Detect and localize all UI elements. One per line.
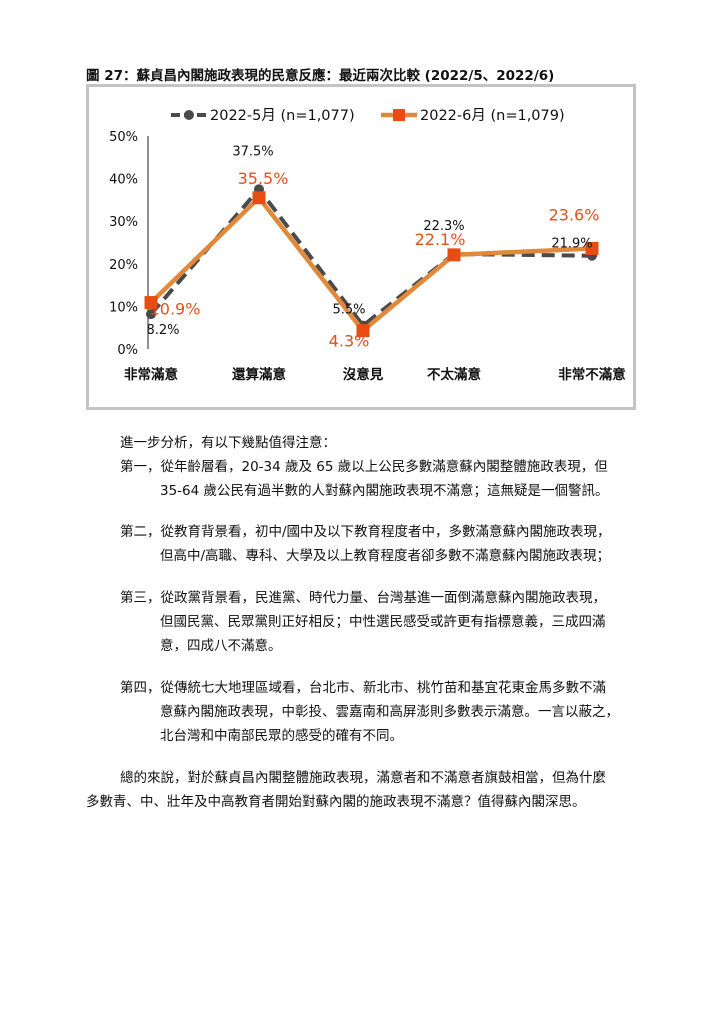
series-2022-06-label: 4.3% [329, 332, 370, 351]
series-2022-05-point [146, 309, 156, 320]
series-2022-05-line [149, 187, 593, 328]
series-2022-06-point [252, 191, 266, 205]
y-tick-label: 40% [109, 173, 138, 188]
line-chart: 2022-5月 (n=1,077) 2022-6月 (n=1,079) 0% 10%… [109, 108, 626, 383]
legend-label-2022-05: 2022-5月 (n=1,077) [210, 108, 355, 124]
series-2022-05-label: 5.5% [332, 303, 365, 318]
point4-line3: 北台灣和中南部民眾的感受的確有不同。 [160, 728, 403, 744]
conclusion-line2: 多數青、中、壯年及中高教育者開始對蘇內閣的施政表現不滿意？值得蘇內閣深思。 [86, 794, 586, 810]
point1-line2: 35-64 歲公民有過半數的人對蘇內閣施政表現不滿意；這無疑是一個警訊。 [160, 483, 609, 499]
series-2022-05-label: 21.9% [551, 237, 592, 252]
series-2022-06-label: 22.1% [415, 230, 466, 249]
point3-line2: 但國民黨、民眾黨則正好相反；中性選民感受或許更有指標意義，三成四滿 [160, 614, 606, 630]
series-2022-05-label: 8.2% [146, 323, 179, 338]
series-2022-05-label: 37.5% [232, 144, 273, 159]
point3-line1: 第三，從政黨背景看，民進黨、時代力量、台灣基進一面倒滿意蘇內閣施政表現， [120, 590, 606, 606]
x-category-label: 非常不滿意 [558, 366, 626, 383]
y-tick-label: 10% [109, 300, 138, 315]
figure-title: 圖 27：蘇貞昌內閣施政表現的民意反應：最近兩次比較 (2022/5、2022/… [86, 68, 555, 84]
series-2022-06-label: 23.6% [549, 205, 600, 224]
series-2022-06-line [149, 195, 593, 333]
series-2022-06-label: 10.9% [150, 300, 201, 319]
conclusion-line1: 總的來說，對於蘇貞昌內閣整體施政表現，滿意者和不滿意者旗鼓相當，但為什麼 [120, 770, 606, 786]
intro-line: 進一步分析，有以下幾點值得注意： [120, 435, 336, 451]
chart-series [144, 184, 599, 338]
y-tick-label: 0% [117, 343, 138, 358]
y-tick-label: 50% [109, 130, 138, 145]
point3-line3: 意，四成八不滿意。 [160, 638, 282, 654]
series-2022-06-point [356, 324, 370, 338]
x-category-label: 還算滿意 [232, 366, 286, 383]
series-2022-05-label: 22.3% [423, 219, 464, 234]
legend-label-2022-06: 2022-6月 (n=1,079) [420, 108, 565, 124]
chart-frame: 2022-5月 (n=1,077) 2022-6月 (n=1,079) 0% 10%… [86, 84, 636, 410]
point4-line1: 第四，從傳統七大地理區域看，台北市、新北市、桃竹苗和基宜花東金馬多數不滿 [120, 680, 606, 696]
y-tick-label: 20% [109, 258, 138, 273]
x-category-label: 非常滿意 [124, 366, 178, 383]
legend-marker-2022-05 [184, 110, 194, 120]
legend-marker-2022-06 [393, 109, 405, 121]
point2-line2: 但高中/高職、專科、大學及以上教育程度者卻多數不滿意蘇內閣施政表現； [160, 548, 611, 564]
series-2022-06-point [447, 248, 461, 262]
chart-data-labels: 8.2% 37.5% 5.5% 22.3% 21.9% 10.9% 35.5% 4.3% 22.… [146, 144, 599, 350]
point4-line2: 意蘇內閣施政表現，中彰投、雲嘉南和高屏澎則多數表示滿意。一言以蔽之， [160, 704, 619, 720]
x-category-label: 不太滿意 [427, 366, 481, 383]
y-tick-label: 30% [109, 215, 138, 230]
series-2022-06-label: 35.5% [238, 169, 289, 188]
point2-line1: 第二，從教育背景看，初中/國中及以下教育程度者中，多數滿意蘇內閣施政表現， [120, 524, 611, 540]
chart-legend: 2022-5月 (n=1,077) 2022-6月 (n=1,079) [171, 108, 565, 124]
chart-axes: 0% 10% 20% 30% 40% 50% 非常滿意 還算滿意 沒意見 不太滿意 非常不滿意 [109, 130, 626, 383]
series-2022-06-point [144, 296, 158, 310]
series-2022-06-point [585, 241, 599, 255]
point1-line1: 第一，從年齡層看，20-34 歲及 65 歲以上公民多數滿意蘇內閣整體施政表現，… [120, 459, 608, 475]
x-category-label: 沒意見 [343, 366, 384, 383]
